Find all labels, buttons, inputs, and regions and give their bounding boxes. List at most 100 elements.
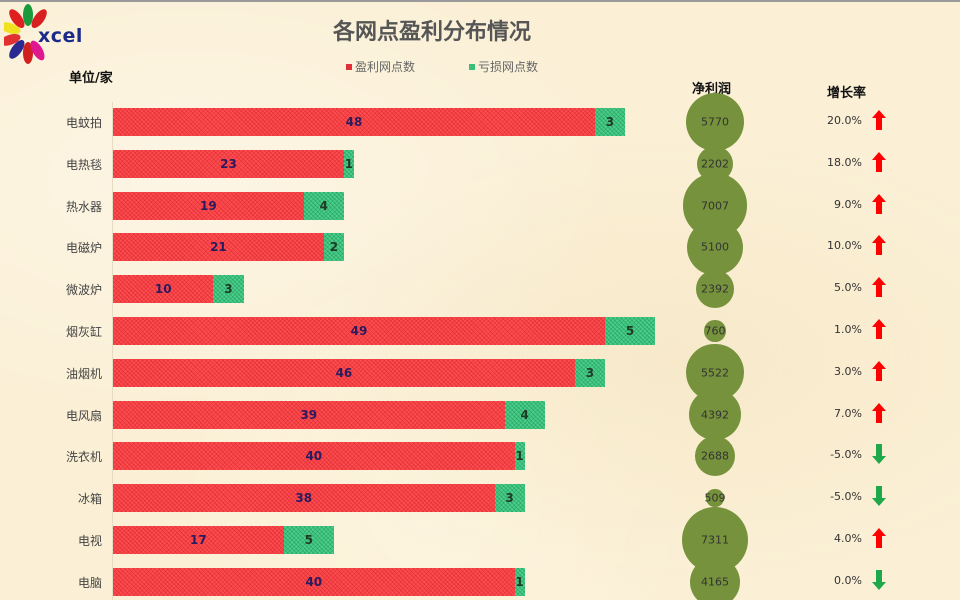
category-label: 洗衣机: [65, 450, 102, 465]
chart-title: 各网点盈利分布情况: [333, 19, 532, 45]
profit-bar: 23: [113, 149, 344, 178]
loss-bar: 5: [283, 526, 334, 554]
growth-rate-value: 4.0%: [834, 532, 862, 545]
arrow-up-icon: [872, 528, 886, 548]
chart-row: 电脑 40 1 0.0%: [0, 567, 960, 596]
category-axis: [112, 102, 113, 600]
arrow-down-icon: [872, 569, 886, 590]
chart-row: 洗衣机 40 1 -5.0%: [0, 442, 960, 471]
net-profit-value: 4392: [701, 408, 729, 422]
loss-bar: 3: [494, 484, 525, 513]
profit-bar: 17: [113, 526, 284, 554]
net-profit-value: 509: [704, 491, 726, 505]
legend-item-loss: 亏损网点数: [469, 58, 538, 75]
arrow-up-icon: [872, 193, 886, 214]
net-profit-value: 760: [704, 324, 726, 338]
growth-rate-value: 7.0%: [834, 406, 862, 420]
profit-bar: 38: [113, 484, 495, 513]
loss-bar: 1: [514, 442, 525, 471]
category-label: 电蚊拍: [65, 116, 102, 130]
legend-label: 亏损网点数: [478, 60, 539, 74]
chart-row: 微波炉 10 3 5.0%: [0, 275, 960, 304]
growth-rate-value: -5.0%: [830, 490, 862, 504]
growth-rate-value: 18.0%: [827, 155, 862, 169]
arrow-up-icon: [872, 402, 886, 423]
chart-row: 烟灰缸 49 5 1.0%: [0, 317, 960, 345]
profit-bar: 39: [113, 400, 505, 429]
legend-swatch-loss: [469, 63, 475, 70]
profit-bar: 40: [113, 567, 515, 596]
category-label: 电脑: [77, 575, 102, 590]
arrow-up-icon: [872, 277, 886, 298]
loss-bar: 3: [213, 275, 244, 304]
net-profit-bubble: [685, 92, 745, 152]
loss-bar: 4: [303, 191, 344, 220]
legend-swatch-profit: [346, 63, 352, 70]
chart-row: 电磁炉 21 2 10.0%: [0, 233, 960, 262]
loss-bar: 3: [594, 108, 626, 136]
profit-bar: 21: [113, 233, 324, 262]
loss-bar: 1: [343, 149, 354, 178]
growth-rate-value: 10.0%: [827, 239, 862, 253]
category-label: 烟灰缸: [65, 325, 102, 339]
net-profit-value: 7311: [701, 533, 729, 547]
profit-bar: 10: [113, 275, 214, 304]
flower-logo-icon: [0, 4, 47, 64]
arrow-down-icon: [872, 486, 886, 507]
growth-rate-value: 9.0%: [834, 197, 862, 211]
arrow-up-icon: [872, 319, 886, 339]
logo-text: xcel: [38, 25, 83, 47]
loss-bar: 4: [504, 400, 545, 429]
legend-item-profit: 盈利网点数: [346, 58, 415, 75]
growth-rate-value: -5.0%: [830, 448, 862, 462]
chart-row: 冰箱 38 3 -5.0%: [0, 484, 960, 513]
category-label: 电磁炉: [65, 241, 102, 256]
chart-row: 热水器 19 4 9.0%: [0, 191, 960, 220]
excel-logo: xcel: [0, 4, 82, 68]
net-profit-bubble: [690, 556, 740, 600]
net-profit-bubble: [687, 219, 743, 275]
net-profit-value: 7007: [701, 199, 729, 213]
net-profit-value: 5100: [701, 240, 729, 254]
net-profit-value: 2202: [701, 157, 729, 171]
arrow-up-icon: [872, 235, 886, 256]
profit-bar: 40: [113, 442, 515, 471]
net-profit-value: 5522: [701, 366, 729, 380]
net-profit-bubble: [706, 489, 724, 507]
category-label: 电热毯: [65, 157, 102, 172]
category-label: 油烟机: [65, 366, 102, 381]
loss-bar: 5: [604, 317, 656, 345]
net-profit-value: 4165: [701, 575, 729, 589]
growth-rate-header: 增长率: [827, 86, 867, 101]
category-label: 电风扇: [65, 408, 102, 423]
legend-label: 盈利网点数: [355, 60, 416, 74]
profit-bar: 19: [113, 191, 304, 220]
net-profit-value: 2392: [701, 282, 729, 296]
profit-bar: 49: [113, 317, 605, 345]
profit-bar: 46: [113, 358, 575, 387]
net-profit-bubble: [696, 270, 734, 309]
chart-row: 电风扇 39 4 7.0%: [0, 400, 960, 429]
arrow-up-icon: [872, 151, 886, 172]
chart-row: 电蚊拍 48 3 20.0%: [0, 108, 960, 136]
arrow-up-icon: [872, 110, 886, 130]
net-profit-value: 5770: [701, 115, 729, 129]
chart-row: 油烟机 46 3 3.0%: [0, 358, 960, 387]
growth-rate-value: 3.0%: [834, 364, 862, 378]
profit-bar: 48: [113, 108, 595, 136]
net-profit-bubble: [689, 389, 741, 441]
category-label: 热水器: [65, 199, 102, 214]
chart-row: 电热毯 23 1 18.0%: [0, 149, 960, 178]
net-profit-bubble: [694, 436, 735, 477]
loss-bar: 3: [574, 358, 605, 387]
category-label: 微波炉: [65, 283, 102, 298]
growth-rate-value: 20.0%: [827, 114, 862, 127]
loss-bar: 1: [514, 567, 525, 596]
category-label: 电视: [77, 534, 102, 548]
growth-rate-value: 5.0%: [834, 281, 862, 295]
category-label: 冰箱: [77, 492, 102, 507]
net-profit-value: 2688: [701, 449, 729, 463]
growth-rate-value: 0.0%: [834, 573, 862, 587]
arrow-down-icon: [872, 444, 886, 465]
growth-rate-value: 1.0%: [834, 323, 862, 336]
